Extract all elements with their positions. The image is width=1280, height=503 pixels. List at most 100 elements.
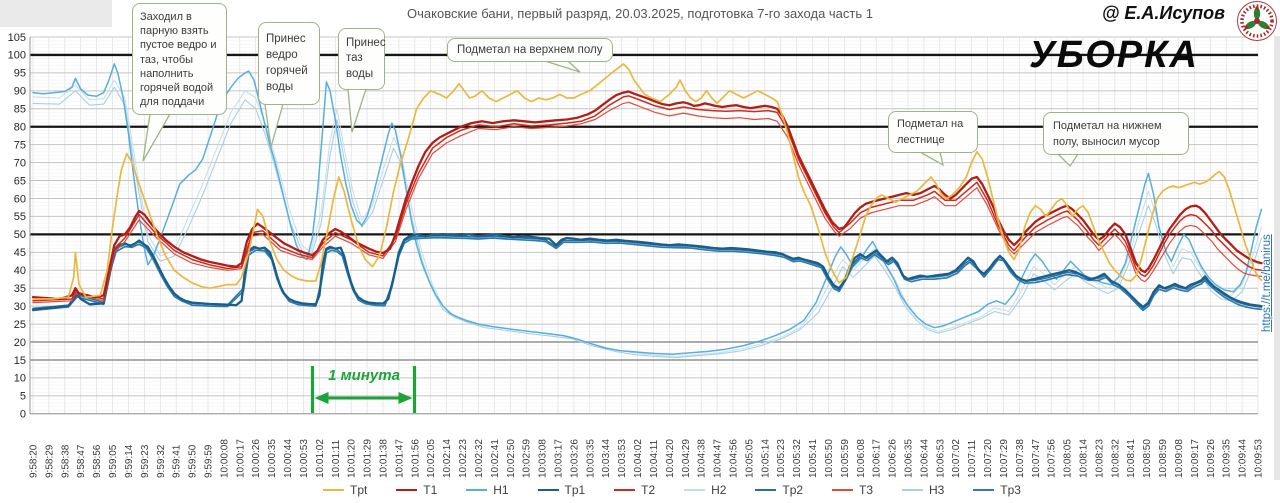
right-edge-strip [1274,36,1280,480]
legend-label-T3: T3 [859,483,874,497]
svg-text:0: 0 [20,409,26,421]
svg-text:25: 25 [14,319,26,331]
callout-swept-stairs: Подметал на лестнице [888,111,978,153]
svg-text:10:05:41: 10:05:41 [808,439,819,478]
svg-text:10:03:44: 10:03:44 [601,439,612,478]
legend-label-Tpt: Tpt [350,483,368,497]
svg-text:10:07:29: 10:07:29 [999,439,1010,478]
svg-text:10:08:50: 10:08:50 [1142,439,1153,478]
callout-swept-lower-floor: Подметал на нижнем полу, выносил мусор [1043,112,1189,155]
svg-text:20: 20 [14,337,26,349]
legend-label-Tp3: Tp3 [1000,483,1021,497]
legend-label-H1: H1 [493,483,509,497]
legend-item-Tp3: Tp3 [973,483,1021,497]
svg-text:10:05:32: 10:05:32 [792,439,803,478]
svg-text:10:00:44: 10:00:44 [283,439,294,478]
svg-text:10:06:08: 10:06:08 [856,439,867,478]
svg-text:10:05:59: 10:05:59 [840,439,851,478]
author-watermark: @ Е.А.Исупов [1101,3,1225,23]
svg-text:10:09:26: 10:09:26 [1206,439,1217,478]
svg-text:10:02:59: 10:02:59 [522,439,533,478]
svg-text:10:05:23: 10:05:23 [776,439,787,478]
svg-text:10:05:05: 10:05:05 [744,439,755,478]
svg-text:10:06:35: 10:06:35 [904,439,915,478]
svg-text:10:04:29: 10:04:29 [681,439,692,478]
svg-text:9:59:32: 9:59:32 [156,444,167,478]
top-left-shade [0,0,112,27]
scale-bar-label: 1 минута [328,367,400,384]
legend-item-T1: T1 [396,483,437,497]
svg-text:85: 85 [14,104,26,116]
svg-text:10:09:53: 10:09:53 [1254,439,1265,478]
svg-text:9:59:14: 9:59:14 [124,444,135,478]
svg-text:60: 60 [14,193,26,205]
svg-text:10:04:56: 10:04:56 [729,439,740,478]
svg-text:65: 65 [14,175,26,187]
svg-text:10:04:38: 10:04:38 [697,439,708,478]
svg-text:35: 35 [14,283,26,295]
legend-item-H3: H3 [901,483,945,497]
svg-text:10:04:11: 10:04:11 [649,439,660,478]
svg-text:10:06:53: 10:06:53 [935,439,946,478]
legend-swatch-T1 [396,489,418,491]
svg-text:10:05:50: 10:05:50 [824,439,835,478]
svg-text:10:08:23: 10:08:23 [1094,439,1105,478]
legend-item-T2: T2 [614,483,655,497]
series-H2-line [32,79,1262,357]
svg-text:10:03:35: 10:03:35 [585,439,596,478]
svg-text:10:08:59: 10:08:59 [1158,439,1169,478]
svg-text:55: 55 [14,211,26,223]
svg-text:9:58:29: 9:58:29 [44,444,55,478]
svg-text:9:59:50: 9:59:50 [188,444,199,478]
svg-text:10:02:14: 10:02:14 [442,439,453,478]
telegram-link[interactable]: https://t.me/banirus [1261,234,1273,332]
svg-text:10:00:17: 10:00:17 [235,439,246,478]
series-Tpt-line [32,63,1263,300]
svg-text:9:58:56: 9:58:56 [92,444,103,478]
svg-text:10:03:08: 10:03:08 [538,439,549,478]
svg-text:10:09:35: 10:09:35 [1222,439,1233,478]
svg-text:10:08:41: 10:08:41 [1126,439,1137,478]
svg-text:10:01:56: 10:01:56 [410,439,421,478]
svg-text:10:07:02: 10:07:02 [951,439,962,478]
svg-text:105: 105 [8,32,26,44]
series-H3-line [32,86,1263,359]
svg-text:9:59:59: 9:59:59 [204,444,215,478]
series-T2-line [32,95,1263,302]
svg-text:45: 45 [14,247,26,259]
callout-swept-upper-floor: Подметал на верхнем полу [447,38,613,62]
legend-label-H3: H3 [928,483,945,497]
legend-item-Tpt: Tpt [323,483,367,497]
legend-item-H2: H2 [684,483,726,497]
svg-text:10:06:17: 10:06:17 [872,439,883,478]
svg-text:9:59:23: 9:59:23 [140,444,151,478]
series-T3-line [32,101,1263,304]
svg-text:10:03:26: 10:03:26 [569,439,580,478]
svg-text:10:09:08: 10:09:08 [1174,439,1185,478]
svg-text:90: 90 [14,86,26,98]
svg-text:10:06:44: 10:06:44 [919,439,930,478]
svg-text:10: 10 [14,373,26,385]
svg-text:10:02:23: 10:02:23 [458,439,469,478]
legend-label-Tp2: Tp2 [782,483,804,497]
svg-text:10:03:53: 10:03:53 [617,439,628,478]
legend-label-T1: T1 [423,483,438,497]
svg-text:10:03:17: 10:03:17 [554,439,565,478]
legend-swatch-T3 [832,489,853,491]
legend-item-Tp2: Tp2 [755,483,803,497]
svg-text:75: 75 [14,139,26,151]
legend-label-Tp1: Tp1 [564,483,586,497]
big-watermark: УБОРКА [1029,34,1199,76]
legend-item-T3: T3 [832,483,873,497]
svg-text:70: 70 [14,157,26,169]
legend-swatch-Tp3 [973,489,995,491]
svg-text:9:59:05: 9:59:05 [108,444,119,478]
svg-text:30: 30 [14,301,26,313]
svg-text:10:08:14: 10:08:14 [1079,439,1090,478]
svg-text:10:07:56: 10:07:56 [1047,439,1058,478]
svg-text:10:02:05: 10:02:05 [426,439,437,478]
legend-swatch-Tpt [323,489,344,491]
svg-text:10:04:20: 10:04:20 [665,439,676,478]
svg-text:10:05:14: 10:05:14 [760,439,771,478]
svg-text:10:01:29: 10:01:29 [363,439,374,478]
